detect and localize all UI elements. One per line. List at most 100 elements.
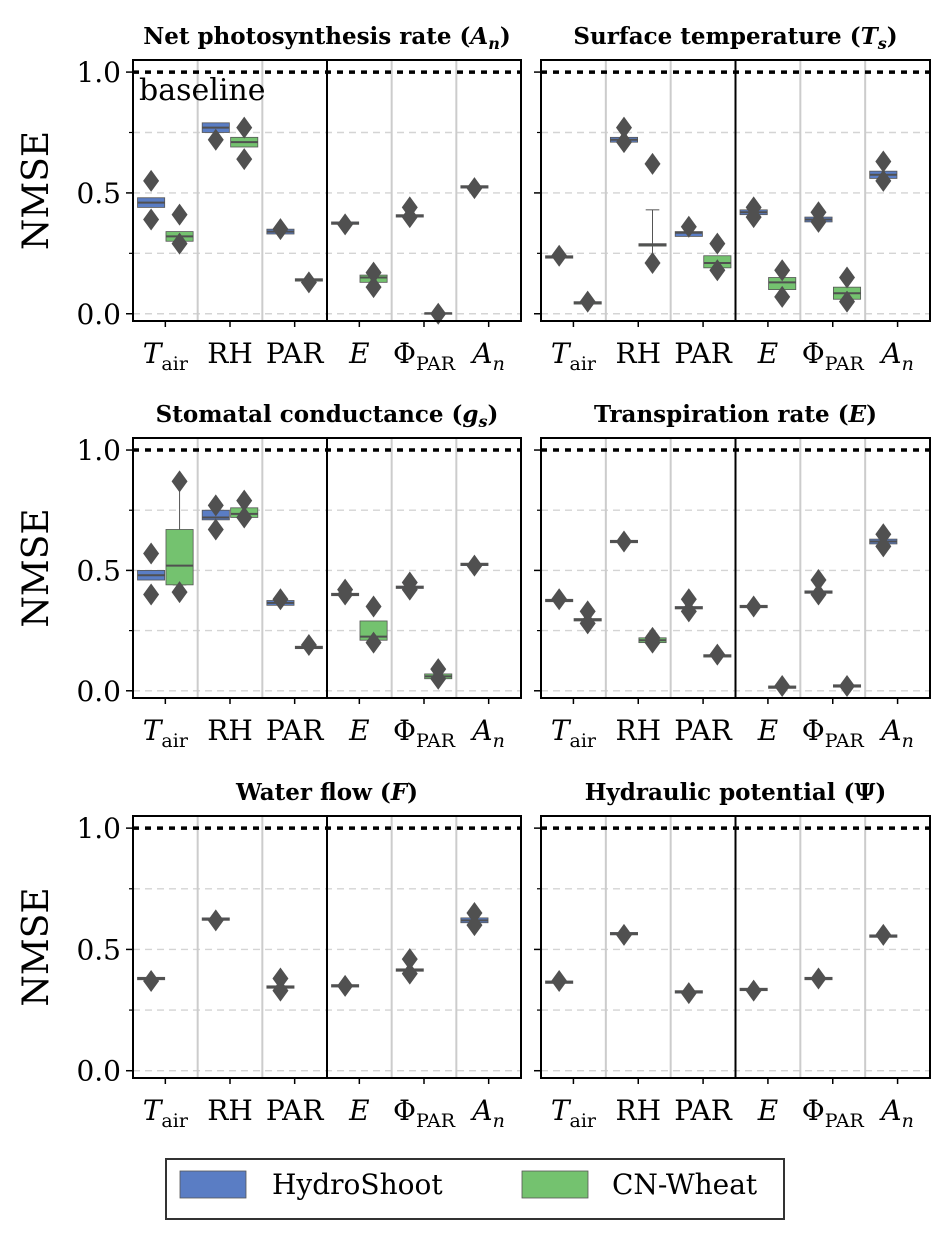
y-tick-label: 0.0 <box>76 675 121 708</box>
y-tick-label: 0.0 <box>76 298 121 331</box>
y-axis-label: NMSE <box>16 131 57 250</box>
x-tick-label: E <box>757 714 778 747</box>
x-tick-label: ΦPAR <box>802 714 865 752</box>
x-tick-label: RH <box>207 714 253 747</box>
x-tick-label: PAR <box>674 337 732 370</box>
hydroshoot-outlier <box>401 962 418 985</box>
cnwheat-outlier <box>839 674 856 697</box>
hydroshoot-outlier <box>810 210 827 233</box>
x-tick-label: PAR <box>674 1094 732 1127</box>
x-tick-label: An <box>878 337 913 375</box>
hydroshoot-outlier <box>207 128 224 151</box>
y-axis-label: NMSE <box>16 887 57 1006</box>
cnwheat-outlier <box>171 232 188 255</box>
x-tick-label: ΦPAR <box>802 1094 865 1132</box>
cnwheat-outlier <box>236 116 253 139</box>
hydroshoot-outlier <box>875 150 892 173</box>
x-tick-label: E <box>348 337 369 370</box>
x-tick-label: E <box>757 337 778 370</box>
panel-title: Net photosynthesis rate (An) <box>143 23 511 53</box>
hydroshoot-outlier <box>680 982 697 1005</box>
y-axis-label: NMSE <box>16 508 57 627</box>
x-tick-label: PAR <box>266 337 324 370</box>
y-tick-label: 0.5 <box>76 554 121 587</box>
x-tick-label: RH <box>616 714 662 747</box>
cnwheat-outlier <box>644 152 661 175</box>
hydroshoot-outlier <box>143 169 160 192</box>
x-tick-label: Tair <box>551 1094 597 1132</box>
x-tick-label: Tair <box>143 337 189 375</box>
cnwheat-outlier <box>236 148 253 171</box>
legend-label-cnwheat: CN-Wheat <box>612 1168 758 1201</box>
legend-swatch-hydroshoot <box>179 1170 247 1199</box>
cnwheat-box <box>165 529 194 586</box>
legend-frame <box>165 1158 785 1220</box>
panel-frame <box>540 815 931 1079</box>
hydroshoot-outlier <box>466 902 483 925</box>
x-tick-label: RH <box>616 1094 662 1127</box>
x-tick-label: PAR <box>266 714 324 747</box>
hydroshoot-outlier <box>143 542 160 565</box>
panel-title: Surface temperature (Ts) <box>573 23 897 53</box>
x-tick-label: E <box>348 714 369 747</box>
hydroshoot-outlier <box>207 518 224 541</box>
panel-frame <box>132 437 522 699</box>
hydroshoot-outlier <box>207 494 224 517</box>
cnwheat-outlier <box>709 643 726 666</box>
cnwheat-outlier <box>365 595 382 618</box>
y-tick-label: 1.0 <box>76 812 121 845</box>
legend-swatch-cnwheat <box>521 1170 589 1199</box>
cnwheat-outlier <box>236 506 253 529</box>
cnwheat-outlier <box>579 612 596 635</box>
x-tick-label: ΦPAR <box>393 1094 456 1132</box>
cnwheat-outlier <box>644 631 661 654</box>
hydroshoot-outlier <box>401 948 418 971</box>
hydroshoot-outlier <box>272 588 289 611</box>
x-tick-label: An <box>469 337 504 375</box>
hydroshoot-outlier <box>615 530 632 553</box>
x-tick-label: An <box>878 714 913 752</box>
x-tick-label: An <box>469 1094 504 1132</box>
hydroshoot-outlier <box>680 215 697 238</box>
hydroshoot-outlier <box>466 177 483 200</box>
y-tick-label: 0.5 <box>76 177 121 210</box>
panel-frame <box>540 437 931 699</box>
x-tick-label: ΦPAR <box>393 714 456 752</box>
x-tick-label: Tair <box>143 714 189 752</box>
hydroshoot-outlier <box>466 554 483 577</box>
y-tick-label: 0.5 <box>76 933 121 966</box>
cnwheat-outlier <box>430 667 447 690</box>
x-tick-label: E <box>757 1094 778 1127</box>
hydroshoot-outlier <box>615 131 632 154</box>
x-tick-label: An <box>878 1094 913 1132</box>
hydroshoot-outlier <box>143 583 160 606</box>
x-tick-label: PAR <box>266 1094 324 1127</box>
cnwheat-outlier <box>774 259 791 282</box>
hydroshoot-outlier <box>745 595 762 618</box>
hydroshoot-outlier <box>207 909 224 932</box>
hydroshoot-outlier <box>875 169 892 192</box>
hydroshoot-outlier <box>337 213 354 236</box>
cnwheat-outlier <box>300 271 317 294</box>
cnwheat-outlier <box>171 203 188 226</box>
hydroshoot-outlier <box>875 523 892 546</box>
cnwheat-outlier <box>365 276 382 299</box>
cnwheat-outlier <box>236 489 253 512</box>
panel-frame <box>132 815 522 1079</box>
hydroshoot-outlier <box>615 116 632 139</box>
panel-4: Tair RH PAR E ΦPAR An Transpiration rate (E) <box>534 401 931 752</box>
baseline-label: baseline <box>139 73 266 108</box>
hydroshoot-outlier <box>143 969 160 992</box>
hydroshoot-outlier <box>810 967 827 990</box>
y-tick-label: 0.0 <box>76 1055 121 1088</box>
panel-1: baseline Tair RH PAR E ΦPAR An 0.0 0.5 1.0 Net pho… <box>76 23 522 375</box>
hydroshoot-outlier <box>875 923 892 946</box>
panel-2: Tair RH PAR E ΦPAR An Surface temperature (Ts) <box>534 23 931 375</box>
x-tick-label: RH <box>207 1094 253 1127</box>
x-tick-label: RH <box>616 337 662 370</box>
x-tick-label: ΦPAR <box>393 337 456 375</box>
cnwheat-outlier <box>774 674 791 697</box>
x-tick-label: PAR <box>674 714 732 747</box>
cnwheat-outlier <box>579 600 596 623</box>
y-tick-label: 1.0 <box>76 434 121 467</box>
